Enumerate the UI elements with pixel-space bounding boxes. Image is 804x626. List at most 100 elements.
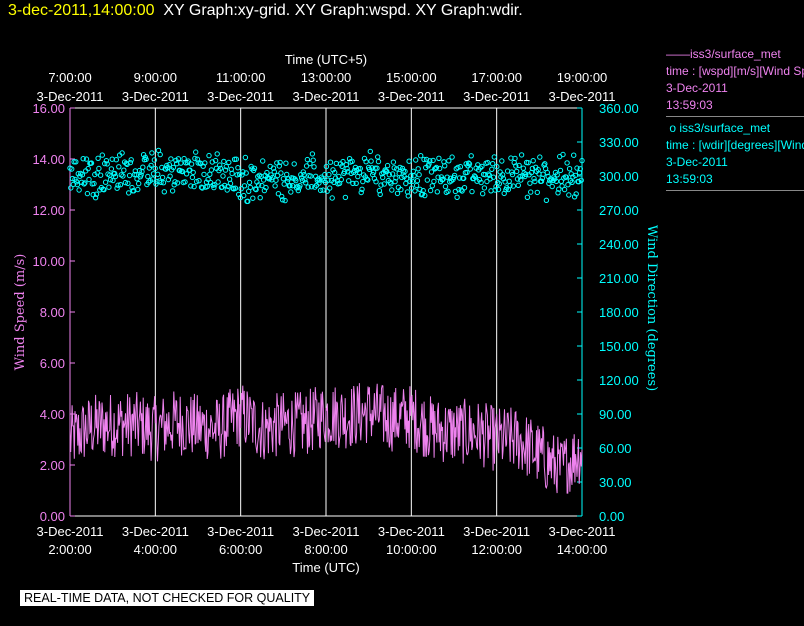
series-point-wdir [121, 167, 127, 173]
series-point-wdir [445, 188, 451, 195]
series-point-wdir [374, 165, 380, 171]
series-point-wdir [79, 172, 86, 178]
series-point-wdir [405, 193, 411, 199]
series-point-wdir [572, 172, 579, 179]
series-point-wdir [304, 156, 311, 163]
series-point-wdir [392, 178, 398, 185]
series-point-wdir [143, 156, 149, 163]
series-point-wdir [178, 160, 184, 166]
series-point-wdir [227, 180, 234, 187]
series-point-wdir [488, 188, 494, 194]
series-point-wdir [523, 171, 529, 177]
series-point-wdir [222, 167, 229, 173]
series-point-wdir [192, 155, 198, 162]
series-point-wdir [529, 165, 536, 172]
series-point-wdir [525, 160, 531, 166]
series-point-wdir [279, 193, 285, 200]
bottom-tick-date: 3-Dec-2011 [463, 524, 530, 539]
series-point-wdir [155, 171, 161, 178]
series-point-wdir [461, 175, 467, 182]
series-point-wdir [329, 195, 335, 201]
series-point-wdir [131, 171, 138, 178]
series-point-wdir [308, 173, 314, 179]
series-point-wdir [226, 176, 233, 182]
series-point-wdir [169, 188, 176, 194]
series-point-wdir [81, 181, 87, 187]
series-point-wdir [243, 170, 249, 176]
series-point-wdir [538, 178, 545, 184]
series-point-wdir [573, 191, 579, 197]
series-point-wdir [451, 172, 458, 179]
series-point-wdir [319, 176, 325, 182]
series-point-wdir [564, 160, 570, 166]
series-point-wdir [393, 175, 399, 181]
series-point-wdir [495, 186, 502, 193]
series-point-wdir [241, 192, 247, 199]
series-point-wdir [517, 173, 523, 180]
top-tick-time: 17:00:00 [471, 70, 522, 85]
series-point-wdir [113, 157, 120, 163]
series-point-wdir [346, 178, 352, 184]
legend-item-wdir: o iss3/surface_met time : [wdir][degrees… [666, 120, 804, 188]
series-point-wdir [126, 190, 132, 196]
series-point-wdir [270, 165, 277, 171]
series-point-wdir [530, 158, 536, 164]
series-point-wdir [435, 174, 441, 180]
series-point-wdir [372, 165, 378, 171]
series-point-wdir [323, 163, 330, 170]
series-point-wdir [212, 157, 219, 164]
series-point-wdir [232, 185, 239, 191]
series-point-wdir [578, 177, 584, 184]
series-point-wdir [245, 198, 251, 205]
series-point-wdir [332, 169, 338, 176]
series-point-wdir [468, 153, 474, 159]
series-point-wdir [557, 167, 564, 174]
series-point-wdir [469, 188, 475, 195]
right-tick-label: 270.00 [599, 203, 639, 218]
series-point-wdir [271, 169, 277, 175]
left-axis-title: Wind Speed (m/s) [13, 254, 28, 371]
series-point-wdir [363, 159, 369, 165]
series-point-wdir [102, 179, 109, 185]
series-point-wdir [390, 159, 397, 165]
series-point-wdir [579, 157, 585, 164]
series-point-wdir [571, 194, 578, 200]
series-point-wdir [375, 158, 382, 165]
series-point-wdir [189, 174, 196, 181]
series-point-wdir [91, 180, 97, 187]
series-point-wdir [464, 169, 470, 176]
series-point-wdir [269, 174, 276, 181]
top-tick-date: 3-Dec-2011 [549, 89, 616, 104]
series-point-wdir [274, 172, 281, 179]
series-point-wdir [185, 158, 192, 164]
series-point-wdir [69, 175, 76, 182]
series-point-wdir [277, 159, 283, 166]
top-tick-date: 3-Dec-2011 [293, 89, 360, 104]
x-axis-title: Time (UTC) [292, 560, 359, 575]
series-point-wdir [151, 157, 158, 163]
left-tick-label: 14.00 [32, 152, 65, 167]
series-point-wdir [398, 186, 404, 193]
series-point-wdir [300, 169, 306, 175]
series-point-wdir [364, 176, 370, 182]
series-point-wdir [467, 166, 473, 172]
series-point-wdir [353, 180, 359, 187]
series-point-wdir [569, 179, 575, 186]
series-point-wdir [560, 151, 566, 158]
series-point-wdir [220, 173, 226, 179]
series-point-wdir [444, 174, 450, 180]
series-point-wdir [281, 181, 287, 187]
series-point-wdir [534, 189, 540, 196]
series-point-wdir [559, 183, 565, 189]
bottom-tick-time: 8:00:00 [304, 542, 347, 557]
series-point-wdir [217, 162, 223, 168]
header-titles: XY Graph:xy-grid. XY Graph:wspd. XY Grap… [163, 2, 523, 19]
series-point-wdir [531, 175, 537, 182]
series-point-wdir [358, 189, 364, 196]
legend-time: 13:59:03 [666, 98, 713, 112]
series-point-wdir [235, 165, 241, 171]
series-point-wdir [384, 162, 391, 169]
series-point-wdir [206, 152, 212, 159]
series-point-wdir [97, 172, 104, 178]
quality-disclaimer: REAL-TIME DATA, NOT CHECKED FOR QUALITY [20, 590, 315, 606]
